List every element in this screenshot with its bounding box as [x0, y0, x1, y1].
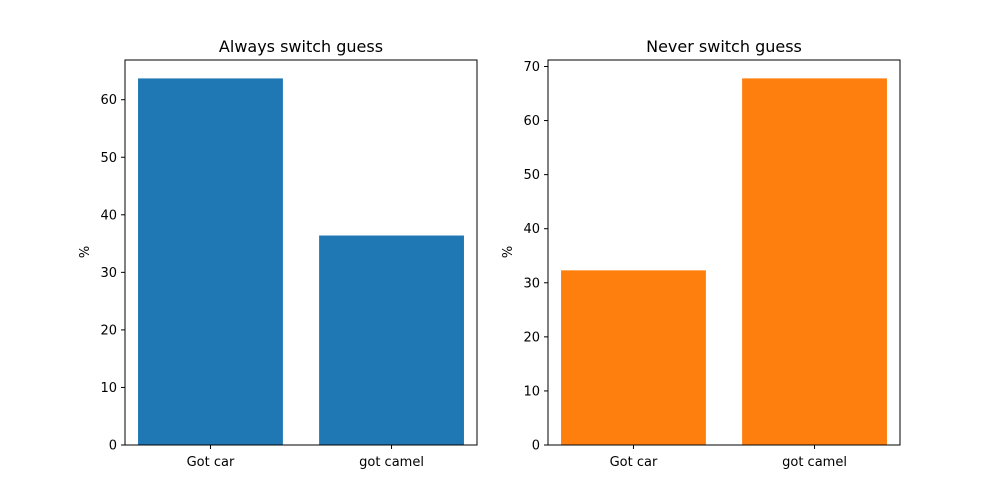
left-chart-title: Always switch guess: [219, 37, 383, 56]
left-chart-axes-frame: [124, 59, 478, 446]
right-chart-y-tick-label: 60: [523, 114, 540, 129]
left-chart-y-tick-label: 10: [100, 381, 117, 396]
right-chart-y-tick-label: 10: [523, 384, 540, 399]
right-chart-x-tick-label: Got car: [610, 455, 658, 470]
right-chart-y-tick-label: 20: [523, 330, 540, 345]
right-chart-panel: Never switch guess % 0 10 20 30 40 50 60 70 Got…: [501, 37, 901, 470]
right-chart-y-ticks: 0 10 20 30 40 50 60 70: [523, 60, 548, 454]
right-chart-y-tick-label: 50: [523, 168, 540, 183]
right-chart-title: Never switch guess: [646, 37, 802, 56]
right-chart-x-tick-label: got camel: [782, 455, 847, 470]
left-chart-y-ticks: 0 10 20 30 40 50 60: [100, 93, 125, 454]
left-chart-panel: Always switch guess % 0 10 20 30 40 50 60 Got …: [78, 37, 478, 470]
left-chart-y-axis-label: %: [78, 246, 93, 258]
right-chart-x-ticks: Got car got camel: [610, 445, 847, 470]
right-chart-bar-got-camel: [742, 78, 887, 446]
right-chart-bar-got-car: [561, 270, 706, 445]
left-chart-x-tick-label: got camel: [359, 455, 424, 470]
right-chart-axes-frame: [547, 59, 901, 446]
left-chart-y-tick-label: 0: [109, 439, 117, 454]
right-chart-y-tick-label: 0: [532, 439, 540, 454]
left-chart-bar-got-camel: [319, 235, 464, 445]
right-chart-y-axis-label: %: [501, 246, 516, 258]
left-chart-y-tick-label: 20: [100, 323, 117, 338]
left-chart-x-tick-label: Got car: [187, 455, 235, 470]
left-chart-y-tick-label: 50: [100, 151, 117, 166]
right-chart-y-tick-label: 30: [523, 276, 540, 291]
left-chart-y-tick-label: 60: [100, 93, 117, 108]
left-chart-y-tick-label: 30: [100, 266, 117, 281]
left-chart-bars: [138, 78, 464, 446]
left-chart-y-tick-label: 40: [100, 208, 117, 223]
left-chart-x-ticks: Got car got camel: [187, 445, 424, 470]
right-chart-y-tick-label: 40: [523, 222, 540, 237]
right-chart-y-tick-label: 70: [523, 60, 540, 75]
right-chart-bars: [561, 78, 887, 446]
left-chart-bar-got-car: [138, 78, 283, 446]
